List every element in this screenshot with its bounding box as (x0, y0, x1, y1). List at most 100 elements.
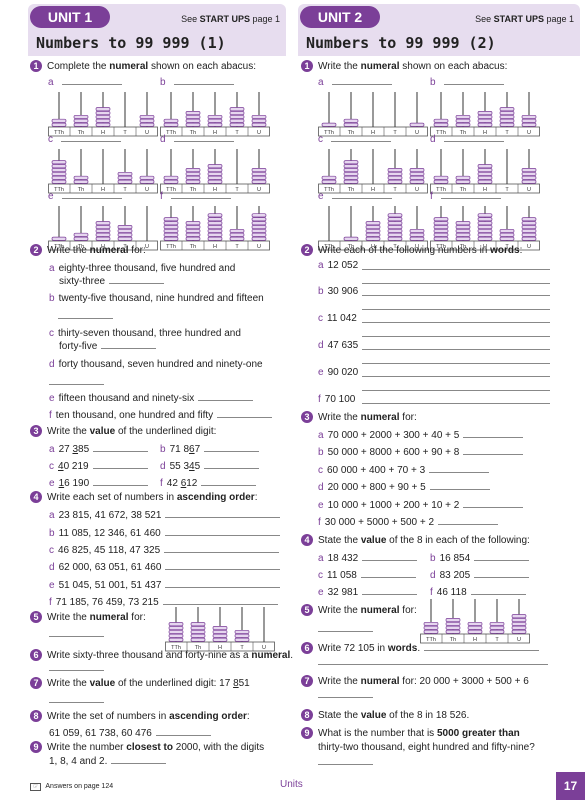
bead (190, 637, 206, 642)
number-part: 71 8 (169, 444, 190, 455)
bead (489, 621, 505, 626)
item-letter: a (49, 444, 55, 455)
units: Units (280, 779, 303, 790)
a: d forty thousand, seven hundred and ninet… (49, 358, 263, 371)
abacus-beads (455, 221, 471, 241)
bead (51, 160, 67, 165)
bead (168, 622, 184, 627)
prompt-bold: numeral (109, 61, 149, 72)
prompt-bold: ascending order (169, 711, 247, 722)
prompt-text: of the 8 in 18 526. (386, 710, 470, 721)
item-letter: f (160, 191, 163, 202)
bead (139, 175, 155, 180)
bead (445, 618, 461, 623)
a: f 42 612 (160, 477, 257, 490)
bead (185, 114, 201, 119)
bead (185, 236, 201, 241)
abacus-column-label: Th (348, 130, 354, 136)
abacus-column-label: T (235, 187, 239, 193)
abacus-beads (51, 118, 67, 127)
answer-line (331, 76, 392, 85)
ab: TTh Th H T U (165, 604, 275, 652)
answer-line (443, 133, 504, 142)
abacus: TTh Th H T U (430, 206, 540, 251)
bd (318, 697, 373, 698)
bead (423, 625, 439, 630)
bead (343, 164, 359, 169)
span: Write the set of numbers in ascending or… (47, 711, 250, 722)
abacus-label: a (48, 76, 158, 89)
span: 47 635 (327, 340, 359, 351)
abacus-column-label: H (101, 130, 105, 136)
bead (73, 175, 89, 180)
bead (343, 160, 359, 165)
span: 61 059, 61 738, 60 476 (49, 728, 152, 739)
bead (365, 221, 381, 226)
bead (387, 232, 403, 237)
abacus-label: d (160, 133, 270, 146)
bead (207, 171, 223, 176)
answer-line (331, 133, 391, 142)
abacus-beads (190, 622, 206, 642)
span: sixty-three (59, 276, 106, 287)
bd (318, 631, 373, 632)
a: 8 State the value of the 8 in 18 526. (301, 709, 469, 722)
num: 1 (301, 60, 313, 72)
bead (409, 236, 425, 241)
bead (95, 232, 111, 237)
abacus-column-label: TTh (436, 187, 446, 193)
span: 70 100 (324, 394, 356, 405)
bead (511, 618, 527, 623)
abacus-column-label: Th (450, 637, 456, 643)
abacus-beads (251, 213, 267, 241)
bead (455, 122, 471, 127)
bead (251, 179, 267, 184)
a: c 40 219 (49, 460, 148, 473)
abacus-column-label: Th (78, 130, 84, 136)
abacus-column-label: T (240, 645, 244, 651)
item-letter: a (48, 77, 54, 88)
abacus-column-label: T (123, 187, 127, 193)
span: Write the number closest to 2000, with t… (47, 742, 264, 753)
bead (251, 171, 267, 176)
lt: c (318, 570, 323, 581)
abacus-beads (445, 618, 461, 634)
a: 1 Complete the numeral shown on each abac… (30, 60, 256, 73)
ab: e TTh Th H T U (48, 190, 158, 251)
num: 6 (30, 649, 42, 661)
ab: c TTh Th H T U (318, 133, 428, 194)
bead (73, 232, 89, 237)
prompt-text: : (246, 711, 250, 722)
bead (139, 122, 155, 127)
span: 18 432 (327, 553, 359, 564)
bead (499, 111, 515, 116)
a: d 20 000 + 800 + 90 + 5 (318, 481, 490, 494)
a: 9 Write the number closest to 2000, with … (30, 741, 264, 754)
bead (95, 236, 111, 241)
item-letter: e (48, 191, 54, 202)
abacus-label: b (160, 76, 270, 89)
lt: f (49, 597, 52, 608)
abacus-column-label: U (527, 244, 531, 250)
span: Write 72 105 in words. (318, 643, 420, 654)
underlined-digit: 1 (58, 478, 65, 489)
a: c 11 042 (318, 312, 357, 325)
item-letter: f (430, 191, 433, 202)
prompt-text: State the (318, 710, 361, 721)
bead (521, 236, 537, 241)
bead (423, 621, 439, 626)
abacus-column-label: U (257, 187, 261, 193)
bead (229, 232, 245, 237)
bead (521, 221, 537, 226)
abacus-label: d (430, 133, 540, 146)
bead (521, 175, 537, 180)
bead (477, 118, 493, 123)
a: f 30 000 + 5000 + 500 + 2 (318, 516, 499, 529)
num: 2 (301, 244, 313, 256)
bl (429, 464, 490, 473)
bead (455, 179, 471, 184)
span: State the value of the 8 in 18 526. (318, 710, 469, 721)
bead (207, 122, 223, 127)
badge: UNIT 1 (30, 6, 110, 28)
